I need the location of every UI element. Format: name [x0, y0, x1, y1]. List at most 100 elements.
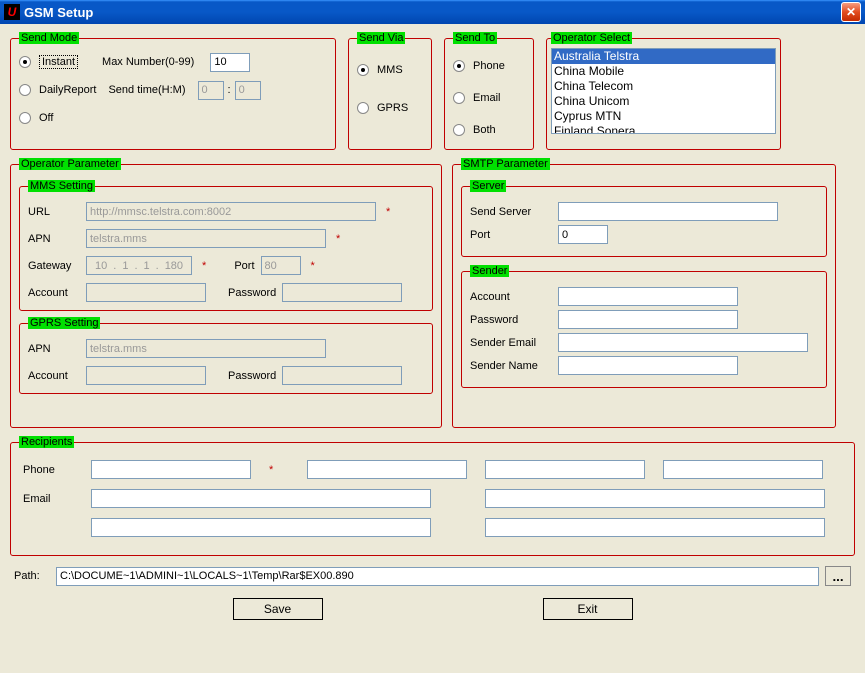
- operator-parameter-legend: Operator Parameter: [19, 158, 121, 170]
- save-button[interactable]: Save: [233, 598, 323, 620]
- mms-account-label: Account: [28, 287, 80, 299]
- gprs-setting-legend: GPRS Setting: [28, 317, 100, 329]
- smtp-sender-group: Sender Account Password Sender Email Sen…: [461, 265, 827, 388]
- sender-email-label: Sender Email: [470, 337, 550, 349]
- operator-item[interactable]: China Mobile: [552, 64, 775, 79]
- radio-gprs-label[interactable]: GPRS: [377, 102, 408, 114]
- send-via-group: Send Via MMS GPRS: [348, 32, 432, 150]
- sender-account-input[interactable]: [558, 287, 738, 306]
- gprs-password-input: [282, 366, 402, 385]
- browse-button[interactable]: ...: [825, 566, 851, 586]
- sender-password-label: Password: [470, 314, 550, 326]
- operator-item[interactable]: Finland Sonera: [552, 124, 775, 134]
- sender-account-label: Account: [470, 291, 550, 303]
- smtp-server-group: Server Send Server Port: [461, 180, 827, 257]
- window-title: GSM Setup: [24, 5, 93, 20]
- recip-phone-label: Phone: [23, 464, 73, 476]
- gprs-password-label: Password: [228, 370, 276, 382]
- operator-item[interactable]: China Unicom: [552, 94, 775, 109]
- path-row: Path: ...: [10, 566, 855, 586]
- operator-item[interactable]: China Telecom: [552, 79, 775, 94]
- mms-password-label: Password: [228, 287, 276, 299]
- send-server-input[interactable]: [558, 202, 778, 221]
- recip-email-3[interactable]: [91, 518, 431, 537]
- send-mode-legend: Send Mode: [19, 32, 79, 44]
- radio-off[interactable]: [19, 112, 31, 124]
- smtp-sender-legend: Sender: [470, 265, 509, 277]
- radio-phone-label[interactable]: Phone: [473, 60, 505, 72]
- recip-phone-1[interactable]: [91, 460, 251, 479]
- recip-email-1[interactable]: [91, 489, 431, 508]
- mms-account-input: [86, 283, 206, 302]
- smtp-server-legend: Server: [470, 180, 506, 192]
- recip-email-label: Email: [23, 493, 73, 505]
- titlebar: U GSM Setup ✕: [0, 0, 865, 24]
- radio-email-label[interactable]: Email: [473, 92, 501, 104]
- max-number-label: Max Number(0-99): [102, 56, 194, 68]
- smtp-parameter-group: SMTP Parameter Server Send Server Port S…: [452, 158, 836, 428]
- operator-item[interactable]: Australia Telstra: [552, 49, 775, 64]
- mms-gateway-label: Gateway: [28, 260, 80, 272]
- mms-port-label: Port: [234, 260, 254, 272]
- path-label: Path:: [14, 570, 50, 582]
- gprs-account-input: [86, 366, 206, 385]
- mms-setting-group: MMS Setting URL * APN * Gateway 10.1.1.1…: [19, 180, 433, 311]
- radio-both[interactable]: [453, 124, 465, 136]
- radio-off-label[interactable]: Off: [39, 112, 53, 124]
- mms-gateway-input: 10.1.1.180: [86, 256, 192, 275]
- gprs-setting-group: GPRS Setting APN Account Password: [19, 317, 433, 394]
- gprs-account-label: Account: [28, 370, 80, 382]
- radio-daily[interactable]: [19, 84, 31, 96]
- recip-phone-3[interactable]: [485, 460, 645, 479]
- recip-phone-2[interactable]: [307, 460, 467, 479]
- sender-email-input[interactable]: [558, 333, 808, 352]
- operator-select-group: Operator Select Australia TelstraChina M…: [546, 32, 781, 150]
- send-to-group: Send To Phone Email Both: [444, 32, 534, 150]
- recip-phone-4[interactable]: [663, 460, 823, 479]
- send-mode-group: Send Mode Instant Max Number(0-99) Daily…: [10, 32, 336, 150]
- radio-daily-label[interactable]: DailyReport: [39, 84, 96, 96]
- gprs-apn-label: APN: [28, 343, 80, 355]
- mms-apn-label: APN: [28, 233, 80, 245]
- radio-both-label[interactable]: Both: [473, 124, 496, 136]
- mms-url-label: URL: [28, 206, 80, 218]
- app-icon: U: [4, 4, 20, 20]
- max-number-input[interactable]: [210, 53, 250, 72]
- radio-instant-label[interactable]: Instant: [39, 55, 78, 69]
- recip-email-2[interactable]: [485, 489, 825, 508]
- recipients-group: Recipients Phone * Email: [10, 436, 855, 556]
- smtp-port-label: Port: [470, 229, 550, 241]
- radio-email[interactable]: [453, 92, 465, 104]
- mms-port-input: [261, 256, 301, 275]
- exit-button[interactable]: Exit: [543, 598, 633, 620]
- operator-select-legend: Operator Select: [551, 32, 632, 44]
- mms-url-input: [86, 202, 376, 221]
- smtp-parameter-legend: SMTP Parameter: [461, 158, 550, 170]
- mms-password-input: [282, 283, 402, 302]
- radio-mms-label[interactable]: MMS: [377, 64, 403, 76]
- radio-phone[interactable]: [453, 60, 465, 72]
- gprs-apn-input: [86, 339, 326, 358]
- send-time-h: [198, 81, 224, 100]
- recip-email-4[interactable]: [485, 518, 825, 537]
- radio-gprs[interactable]: [357, 102, 369, 114]
- send-time-m: [235, 81, 261, 100]
- recipients-legend: Recipients: [19, 436, 74, 448]
- smtp-port-input[interactable]: [558, 225, 608, 244]
- operator-item[interactable]: Cyprus MTN: [552, 109, 775, 124]
- radio-mms[interactable]: [357, 64, 369, 76]
- close-icon[interactable]: ✕: [841, 2, 861, 22]
- operator-listbox[interactable]: Australia TelstraChina MobileChina Telec…: [551, 48, 776, 134]
- sender-password-input[interactable]: [558, 310, 738, 329]
- send-server-label: Send Server: [470, 206, 550, 218]
- mms-setting-legend: MMS Setting: [28, 180, 95, 192]
- send-to-legend: Send To: [453, 32, 497, 44]
- sender-name-label: Sender Name: [470, 360, 550, 372]
- send-time-label: Send time(H:M): [108, 84, 185, 96]
- path-input[interactable]: [56, 567, 819, 586]
- sender-name-input[interactable]: [558, 356, 738, 375]
- mms-apn-input: [86, 229, 326, 248]
- send-via-legend: Send Via: [357, 32, 405, 44]
- operator-parameter-group: Operator Parameter MMS Setting URL * APN…: [10, 158, 442, 428]
- radio-instant[interactable]: [19, 56, 31, 68]
